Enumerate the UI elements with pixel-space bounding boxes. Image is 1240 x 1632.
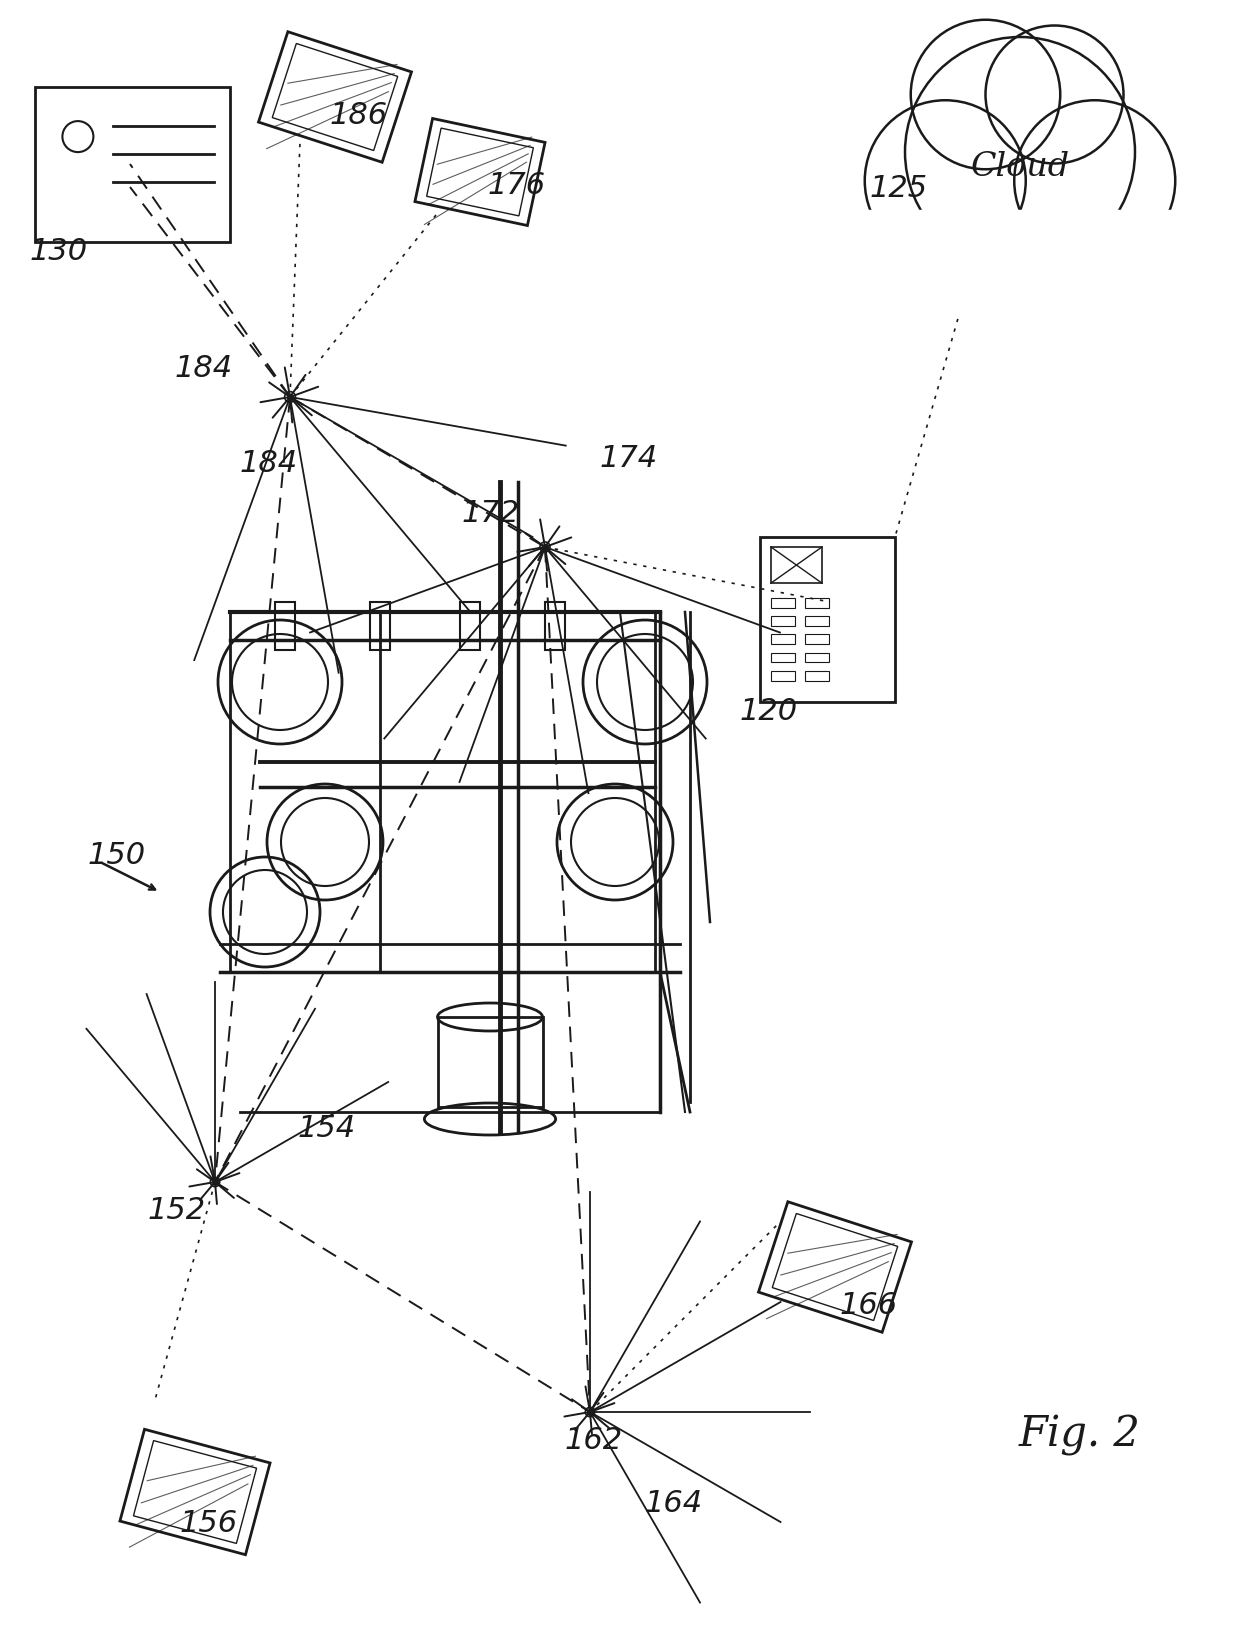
Text: 156: 156 [180, 1510, 238, 1537]
Bar [35, 86, 229, 242]
Bar [859, 209, 1180, 313]
Bar [805, 653, 828, 663]
Text: 152: 152 [148, 1196, 206, 1226]
Bar [771, 653, 795, 663]
Bar [805, 597, 828, 609]
Circle shape [905, 38, 1135, 268]
Text: 154: 154 [298, 1115, 356, 1142]
Bar [805, 635, 828, 645]
Text: Fig. 2: Fig. 2 [1019, 1415, 1141, 1456]
Text: 172: 172 [463, 499, 520, 529]
Bar [460, 602, 480, 650]
Text: 130: 130 [30, 237, 88, 266]
Bar [760, 537, 895, 702]
Bar [771, 671, 795, 681]
Text: 174: 174 [600, 444, 658, 473]
Bar [438, 1017, 543, 1106]
Text: 120: 120 [740, 697, 799, 726]
Text: 164: 164 [645, 1488, 703, 1518]
Circle shape [864, 100, 1025, 261]
Bar [771, 547, 822, 583]
Bar [805, 617, 828, 627]
Bar [275, 602, 295, 650]
Circle shape [1014, 100, 1176, 261]
Bar [771, 635, 795, 645]
Bar [546, 602, 565, 650]
Text: 166: 166 [839, 1291, 898, 1320]
Bar [771, 617, 795, 627]
Text: 184: 184 [175, 354, 233, 384]
Bar [771, 597, 795, 609]
Text: 150: 150 [88, 840, 146, 870]
Bar [370, 602, 391, 650]
Bar [805, 671, 828, 681]
Text: 176: 176 [489, 171, 546, 201]
Text: Cloud: Cloud [971, 152, 1070, 183]
Circle shape [986, 26, 1123, 163]
Text: 184: 184 [241, 449, 298, 478]
Text: 162: 162 [565, 1426, 624, 1456]
Circle shape [910, 20, 1060, 170]
Text: 186: 186 [330, 101, 388, 131]
Text: 125: 125 [870, 175, 928, 202]
